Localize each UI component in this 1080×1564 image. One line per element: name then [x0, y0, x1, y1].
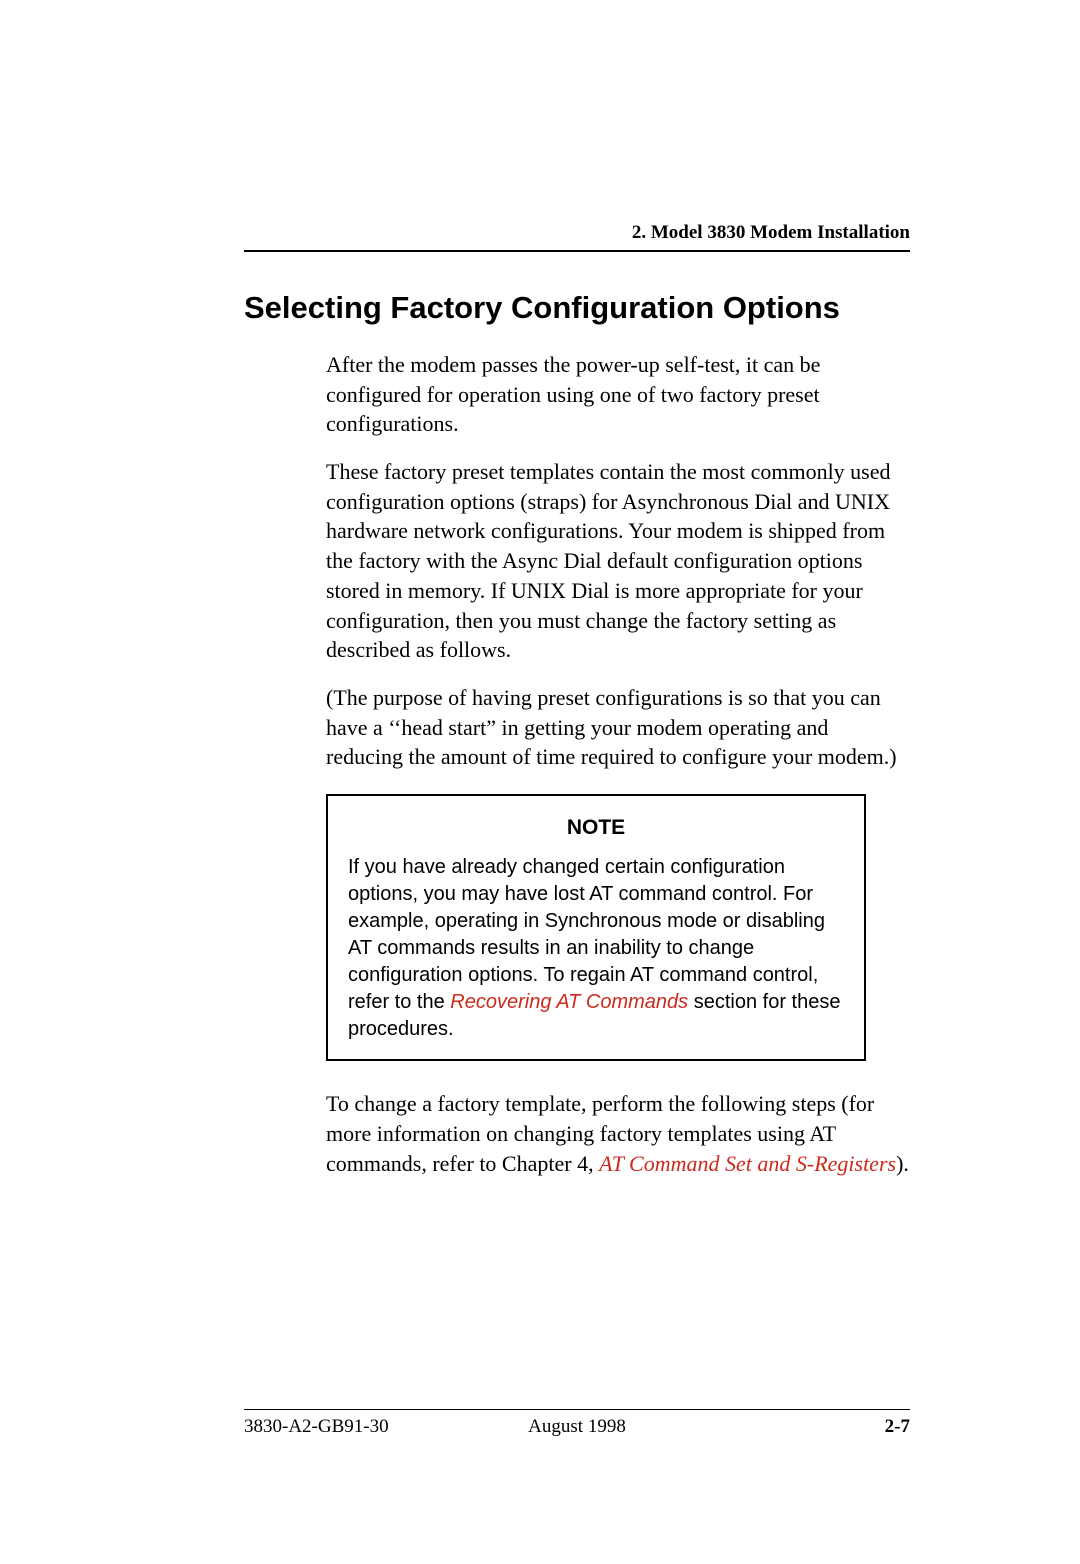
- page-header: 2. Model 3830 Modem Installation: [244, 222, 910, 252]
- recovering-at-commands-link[interactable]: Recovering AT Commands: [450, 991, 688, 1013]
- section-title: Selecting Factory Configuration Options: [244, 290, 910, 326]
- chapter-label: 2. Model 3830 Modem Installation: [244, 222, 910, 244]
- header-rule: [244, 250, 910, 252]
- paragraph-1: After the modem passes the power-up self…: [326, 350, 910, 439]
- page: 2. Model 3830 Modem Installation Selecti…: [0, 0, 1080, 1564]
- footer-doc-number: 3830-A2-GB91-30: [244, 1416, 389, 1438]
- note-title: NOTE: [348, 814, 844, 842]
- footer-rule: [244, 1409, 910, 1410]
- note-body: If you have already changed certain conf…: [348, 854, 844, 1043]
- paragraph-2: These factory preset templates contain t…: [326, 457, 910, 665]
- footer-row: August 1998 3830-A2-GB91-30 2-7: [244, 1416, 910, 1438]
- paragraph-3: (The purpose of having preset configurat…: [326, 683, 910, 772]
- content-area: Selecting Factory Configuration Options …: [244, 290, 910, 1196]
- note-box: NOTE If you have already changed certain…: [326, 794, 866, 1061]
- body-text-2: To change a factory template, perform th…: [326, 1089, 910, 1178]
- paragraph-4-post: ).: [896, 1151, 909, 1176]
- body-text: After the modem passes the power-up self…: [326, 350, 910, 772]
- at-command-set-link[interactable]: AT Command Set and S-Registers: [599, 1151, 896, 1176]
- footer-page-number: 2-7: [885, 1416, 910, 1438]
- note-body-pre: If you have already changed certain conf…: [348, 856, 825, 1013]
- paragraph-4: To change a factory template, perform th…: [326, 1089, 910, 1178]
- page-footer: August 1998 3830-A2-GB91-30 2-7: [244, 1409, 910, 1438]
